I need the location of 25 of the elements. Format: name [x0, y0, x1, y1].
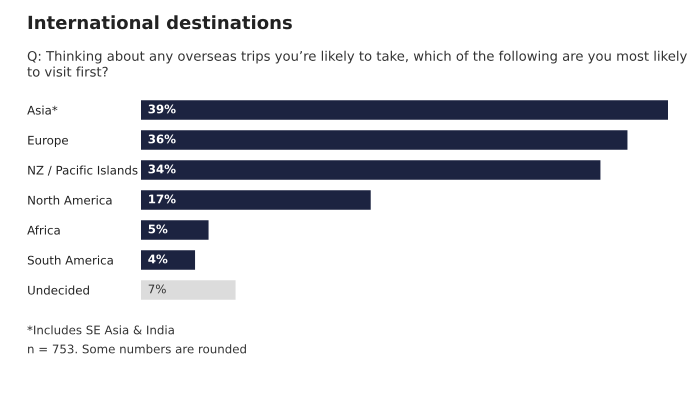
y-tick-label: North America: [28, 196, 112, 205]
bar: [141, 160, 600, 180]
chart-title: International destinations: [28, 15, 292, 30]
y-tick-label: Africa: [27, 226, 60, 235]
chart-subtitle: Q: Thinking about any overseas trips you’re likely to take, which of the following are you most likely to visit first?: [27, 50, 687, 77]
bar: [141, 130, 628, 150]
data-label: 36%: [148, 134, 176, 144]
y-tick-label: Undecided: [28, 286, 89, 295]
data-label: 7%: [148, 284, 166, 294]
bar: [141, 220, 209, 240]
data-label: 5%: [148, 224, 168, 234]
data-label: 4%: [148, 254, 168, 264]
y-tick-label: Asia*: [27, 106, 58, 115]
bar: [141, 250, 196, 270]
bar: [141, 100, 668, 120]
y-tick-label: South America: [28, 256, 113, 265]
text: n = 753. Some numbers are rounded: [28, 344, 246, 354]
y-tick-label: Europe: [28, 136, 68, 147]
bar: [141, 190, 371, 210]
text: *Includes SE Asia & India: [27, 325, 174, 334]
data-label: 17%: [149, 194, 176, 204]
data-label: 39%: [148, 104, 176, 114]
bar: [141, 280, 236, 300]
y-tick-label: NZ / Pacific Islands: [28, 166, 138, 176]
data-label: 34%: [148, 164, 176, 174]
